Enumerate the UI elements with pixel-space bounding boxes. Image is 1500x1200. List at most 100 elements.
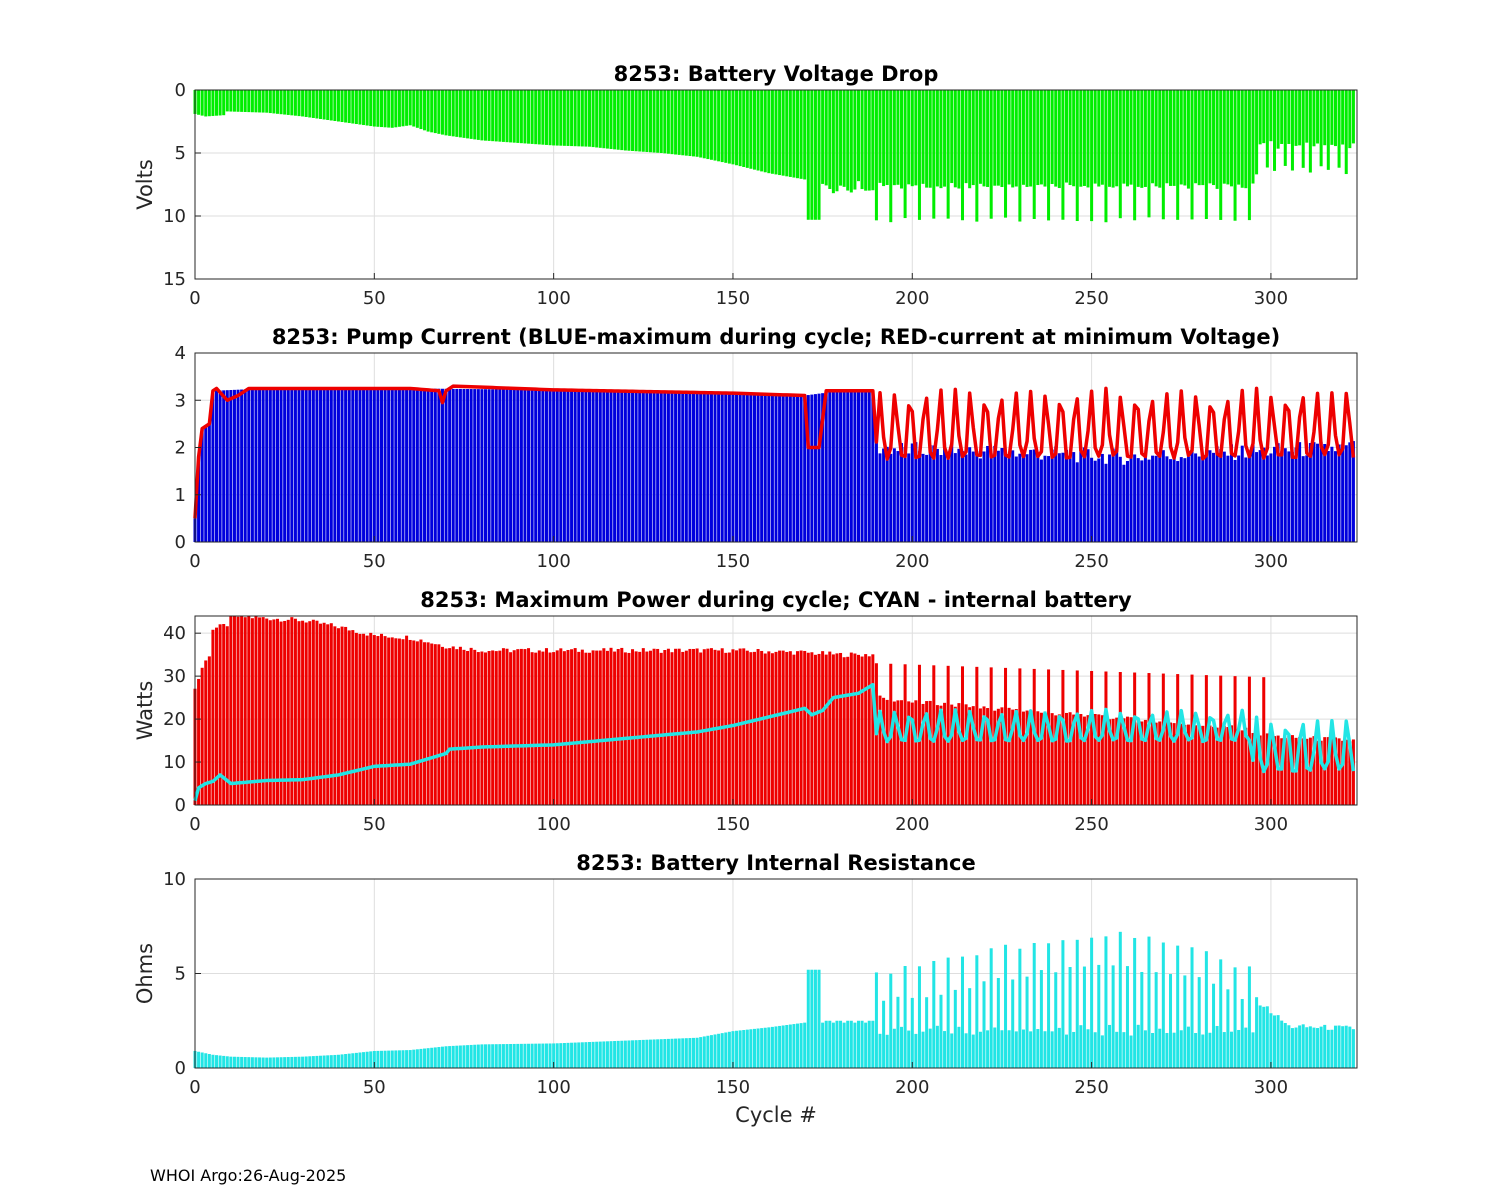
pump-current-max-bar — [215, 390, 219, 542]
internal-resistance-bar — [1190, 947, 1194, 1068]
voltage-drop-bar — [917, 90, 921, 220]
pump-current-max-bar — [1018, 453, 1022, 542]
internal-resistance-bar — [778, 1025, 782, 1068]
internal-resistance-bar — [390, 1050, 394, 1068]
internal-resistance-bar — [950, 1033, 954, 1068]
internal-resistance-bar — [943, 1031, 947, 1068]
internal-resistance-bar — [763, 1027, 767, 1068]
max-power-bar — [950, 704, 954, 805]
internal-resistance-bar — [1036, 1029, 1040, 1068]
voltage-drop-bar — [218, 90, 222, 116]
voltage-drop-bar — [874, 90, 878, 221]
x-tick-label: 250 — [1074, 814, 1108, 835]
axes-frame — [194, 89, 1358, 280]
internal-resistance-bar — [329, 1055, 333, 1068]
voltage-drop-bar — [473, 90, 477, 140]
voltage-drop-bar — [1298, 90, 1302, 146]
max-power-bar — [867, 656, 871, 805]
voltage-drop-bar — [229, 90, 233, 112]
internal-resistance-bar — [1269, 1013, 1273, 1068]
max-power-bar — [1043, 711, 1047, 805]
voltage-drop-bar — [548, 90, 552, 146]
voltage-drop-bar — [200, 90, 204, 116]
voltage-drop-bar — [480, 90, 484, 141]
max-power-bar — [1025, 710, 1029, 805]
max-power-bar — [394, 638, 398, 805]
pump-current-max-bar — [975, 451, 979, 542]
voltage-drop-bar — [498, 90, 502, 142]
voltage-drop-bar — [864, 90, 868, 191]
max-power-bar — [699, 652, 703, 805]
internal-resistance-bar — [1075, 939, 1079, 1068]
internal-resistance-bar — [1057, 1027, 1061, 1068]
pump-current-max-bar — [828, 392, 832, 542]
internal-resistance-bar — [1047, 943, 1051, 1068]
max-power-bar — [1229, 725, 1233, 805]
pump-current-max-bar — [498, 389, 502, 542]
pump-current-max-bar — [544, 389, 548, 542]
internal-resistance-bar — [376, 1050, 380, 1068]
max-power-bar — [799, 650, 803, 805]
voltage-drop-bar — [907, 90, 911, 185]
max-power-bar — [1154, 722, 1158, 805]
pump-current-max-bar — [1237, 455, 1241, 542]
max-power-bar — [670, 652, 674, 805]
voltage-drop-bar — [301, 90, 305, 117]
internal-resistance-bar — [469, 1044, 473, 1068]
voltage-drop-bar — [785, 90, 789, 177]
pump-current-max-bar — [785, 394, 789, 542]
max-power-bar — [466, 650, 470, 805]
internal-resistance-bar — [656, 1039, 660, 1068]
max-power-bar — [534, 652, 538, 805]
voltage-drop-bar — [1233, 90, 1237, 221]
voltage-drop-bar — [856, 90, 860, 182]
max-power-bar — [957, 703, 961, 805]
internal-resistance-bar — [1039, 970, 1043, 1068]
voltage-drop-bar — [383, 90, 387, 128]
pump-current-max-bar — [501, 389, 505, 542]
internal-resistance-bar — [347, 1053, 351, 1068]
voltage-drop-bar — [882, 90, 886, 187]
pump-current-max-bar — [738, 393, 742, 542]
max-power-bar — [197, 678, 201, 805]
max-power-bar — [1140, 721, 1144, 805]
voltage-drop-bar — [243, 90, 247, 112]
internal-resistance-bar — [760, 1028, 764, 1068]
voltage-drop-bar — [587, 90, 592, 147]
max-power-bar — [315, 620, 319, 805]
voltage-drop-bar — [666, 90, 670, 154]
voltage-drop-bar — [674, 90, 678, 155]
voltage-drop-bar — [315, 90, 319, 119]
pump-current-max-bar — [928, 445, 932, 542]
internal-resistance-bar — [591, 1041, 595, 1068]
max-power-bar — [882, 697, 886, 805]
voltage-drop-bar — [261, 90, 265, 113]
internal-resistance-bar — [1333, 1025, 1337, 1068]
internal-resistance-bars — [193, 931, 1355, 1068]
pump-current-max-bar — [1308, 443, 1312, 542]
internal-resistance-bar — [1255, 997, 1259, 1068]
max-power-bar — [319, 623, 323, 805]
internal-resistance-bar — [605, 1041, 609, 1068]
voltage-drop-bar — [1204, 90, 1208, 220]
voltage-drop-bar — [986, 90, 990, 187]
pump-current-max-bar — [1172, 456, 1176, 542]
internal-resistance-bar — [405, 1050, 409, 1068]
voltage-drop-bar — [559, 90, 563, 146]
max-power-bar — [283, 620, 287, 805]
pump-current-max-bar — [1194, 453, 1198, 542]
y-tick-label: 0 — [175, 80, 186, 101]
x-tick-label: 100 — [536, 551, 570, 572]
pump-current-max-bar — [1255, 452, 1259, 542]
max-power-bar — [1255, 730, 1259, 805]
internal-resistance-bar — [968, 988, 972, 1068]
voltage-drop-bar — [1000, 90, 1004, 188]
internal-resistance-bar — [1283, 1023, 1287, 1068]
internal-resistance-bar — [796, 1023, 800, 1068]
max-power-bar — [1064, 712, 1069, 805]
max-power-bar — [362, 633, 366, 805]
voltage-drop-bar — [207, 90, 211, 117]
internal-resistance-bar — [620, 1040, 624, 1068]
internal-resistance-bar — [272, 1057, 276, 1068]
pump-current-max-bar — [444, 388, 448, 542]
